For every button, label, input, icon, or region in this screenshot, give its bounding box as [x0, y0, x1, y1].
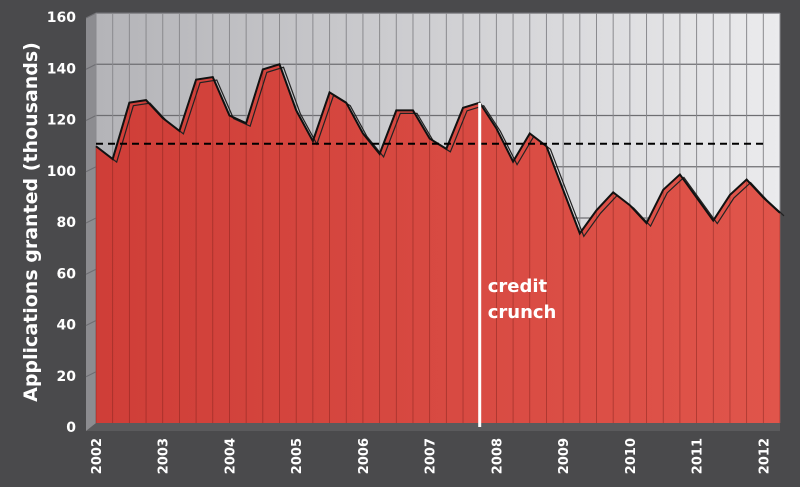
x-tick-2009: 2009	[557, 438, 572, 474]
x-axis-ticks: 2002 2003 2004 2005 2006 2007 2008 2009 2010 2011…	[90, 438, 772, 474]
gridline-side-120	[85, 115, 97, 121]
gridline-side-80	[85, 217, 97, 224]
y-tick-120: 120	[47, 113, 76, 129]
plot-floor	[86, 423, 780, 431]
x-tick-2007: 2007	[424, 438, 439, 474]
x-tick-2010: 2010	[624, 438, 639, 474]
gridline-side-140	[85, 63, 97, 70]
x-tick-2004: 2004	[223, 438, 238, 474]
x-tick-2011: 2011	[691, 438, 706, 474]
y-axis-label: Applications granted (thousands)	[20, 42, 42, 402]
x-tick-2012: 2012	[757, 438, 772, 474]
annotation-line-1: credit	[488, 276, 548, 297]
y-axis-ticks: 0 20 40 60 80 100 120 140 160	[47, 10, 76, 436]
gridline-side-40	[85, 320, 97, 326]
y-tick-60: 60	[57, 266, 77, 282]
y-tick-160: 160	[47, 10, 76, 26]
annotation-line-2: crunch	[488, 302, 557, 323]
y-tick-140: 140	[47, 61, 76, 77]
x-tick-2003: 2003	[157, 438, 172, 474]
area-series	[96, 64, 780, 423]
y-tick-40: 40	[57, 318, 77, 334]
x-tick-2005: 2005	[290, 438, 305, 474]
y-tick-100: 100	[47, 164, 76, 180]
x-tick-2006: 2006	[357, 438, 372, 474]
gridline-side-60	[85, 268, 97, 275]
gridline-side-100	[85, 166, 97, 173]
y-tick-80: 80	[57, 215, 77, 231]
y-tick-20: 20	[57, 369, 77, 385]
gridline-side-160	[85, 12, 97, 19]
gridline-side-20	[85, 371, 97, 378]
x-tick-2008: 2008	[490, 438, 505, 474]
y-tick-0: 0	[66, 420, 76, 436]
x-tick-2002: 2002	[90, 438, 105, 474]
plot-side-wall	[86, 13, 96, 431]
